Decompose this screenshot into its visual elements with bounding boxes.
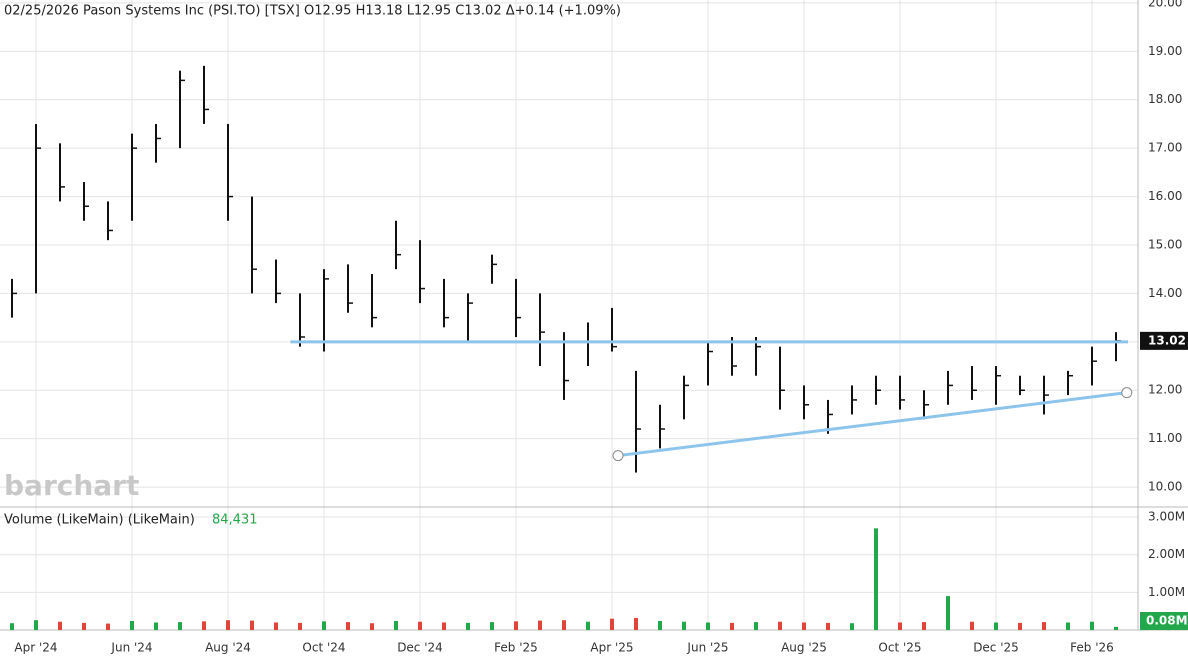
volume-bar xyxy=(82,622,86,630)
y-tick-label: 15.00 xyxy=(1148,237,1182,251)
x-tick-label: Oct '24 xyxy=(302,641,345,655)
volume-bar xyxy=(562,620,566,630)
volume-bar xyxy=(202,621,206,630)
volume-bar xyxy=(106,623,110,630)
volume-bar xyxy=(1090,621,1094,630)
volume-bar xyxy=(874,528,878,630)
y-tick-label: 18.00 xyxy=(1148,92,1182,106)
y-tick-label: 20.00 xyxy=(1148,0,1182,9)
volume-bar xyxy=(34,620,38,630)
x-tick-label: Aug '25 xyxy=(781,641,827,655)
y-tick-label: 19.00 xyxy=(1148,44,1182,58)
y-tick-label: 2.00M xyxy=(1148,547,1185,561)
price-tag xyxy=(1140,331,1188,350)
y-tick-label: 14.00 xyxy=(1148,286,1182,300)
volume-bar xyxy=(994,622,998,630)
volume-bar xyxy=(658,620,662,630)
y-tick-label: 10.00 xyxy=(1148,480,1182,494)
volume-bar xyxy=(634,617,638,630)
volume-bar xyxy=(322,621,326,630)
volume-tag-label: 0.08M xyxy=(1146,614,1188,628)
x-tick-label: Apr '24 xyxy=(14,641,57,655)
x-tick-label: Feb '26 xyxy=(1070,641,1114,655)
trendline-handle xyxy=(612,450,624,462)
volume-value: 84,431 xyxy=(212,513,258,528)
x-tick-label: Dec '25 xyxy=(973,641,1019,655)
volume-bar xyxy=(250,620,254,630)
volume-tag xyxy=(1140,612,1188,630)
volume-bar xyxy=(922,622,926,630)
volume-bar xyxy=(850,623,854,630)
volume-bar xyxy=(1066,622,1070,630)
volume-bar xyxy=(1114,626,1118,630)
volume-bar xyxy=(586,621,590,630)
volume-bar xyxy=(514,621,518,630)
volume-bar xyxy=(130,620,134,630)
volume-bar xyxy=(274,622,278,630)
volume-bar xyxy=(826,622,830,630)
price-tag-label: 13.02 xyxy=(1148,333,1186,347)
volume-bar xyxy=(58,621,62,630)
volume-bar xyxy=(346,622,350,630)
volume-bar xyxy=(778,621,782,630)
volume-bar xyxy=(226,620,230,630)
volume-bar xyxy=(538,620,542,630)
watermark: barchart xyxy=(4,469,139,502)
volume-bar xyxy=(370,623,374,630)
volume-bar xyxy=(970,621,974,630)
volume-bar xyxy=(394,620,398,630)
chart-title: 02/25/2026 Pason Systems Inc (PSI.TO) [T… xyxy=(4,4,621,19)
x-tick-label: Jun '25 xyxy=(686,641,728,655)
volume-bar xyxy=(946,596,950,630)
trendline xyxy=(617,391,1127,458)
volume-bar xyxy=(178,622,182,630)
y-tick-label: 12.00 xyxy=(1148,383,1182,397)
volume-bar xyxy=(442,622,446,630)
volume-bar xyxy=(298,622,302,630)
volume-bar xyxy=(418,621,422,630)
volume-title: Volume (LikeMain) (LikeMain) xyxy=(4,513,195,528)
volume-bar xyxy=(754,622,758,630)
volume-bar xyxy=(154,622,158,630)
x-tick-label: Oct '25 xyxy=(878,641,921,655)
volume-bar xyxy=(610,618,614,630)
x-tick-label: Jun '24 xyxy=(110,641,152,655)
volume-bar xyxy=(1018,622,1022,630)
volume-bar xyxy=(1042,622,1046,630)
y-tick-label: 17.00 xyxy=(1148,141,1182,155)
volume-bar xyxy=(682,621,686,630)
trendline-handle xyxy=(1121,387,1133,399)
x-tick-label: Dec '24 xyxy=(397,641,443,655)
volume-bar xyxy=(802,622,806,630)
y-tick-label: 11.00 xyxy=(1148,431,1182,445)
x-tick-label: Feb '25 xyxy=(494,641,538,655)
volume-bar xyxy=(898,622,902,630)
y-tick-label: 1.00M xyxy=(1148,585,1185,599)
volume-bar xyxy=(730,622,734,630)
x-tick-label: Aug '24 xyxy=(205,641,251,655)
y-tick-label: 16.00 xyxy=(1148,189,1182,203)
volume-bar xyxy=(490,622,494,630)
volume-bar xyxy=(10,623,14,630)
volume-bar xyxy=(706,622,710,630)
y-tick-label: 3.00M xyxy=(1148,510,1185,524)
volume-bar xyxy=(466,622,470,630)
x-tick-label: Apr '25 xyxy=(590,641,633,655)
